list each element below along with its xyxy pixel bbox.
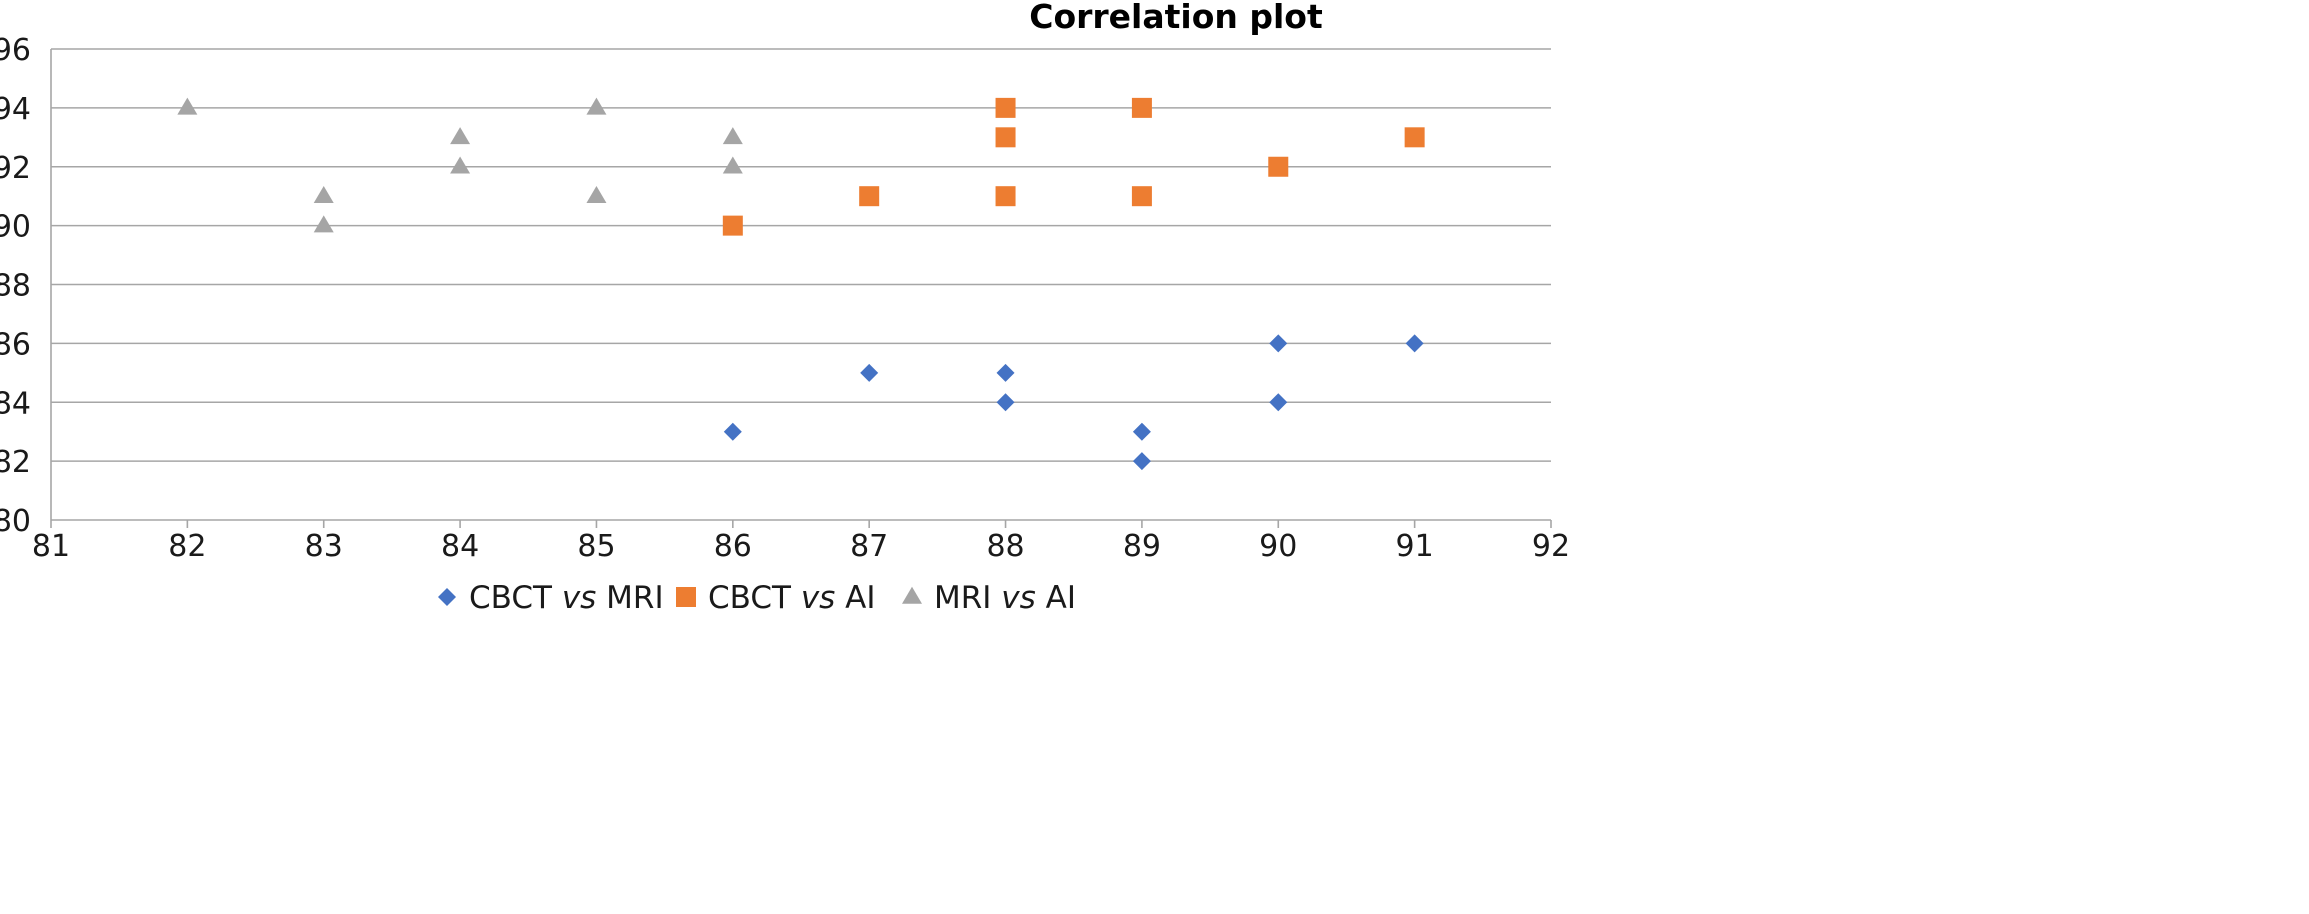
legend-label: MRI vs AI [934,580,1076,616]
triangle-data-point [586,97,607,115]
diamond-data-point [1132,422,1151,441]
diamond-data-point [996,393,1015,412]
triangle-data-point [177,97,198,115]
diamond-data-point [1405,334,1424,353]
triangle-data-point [722,127,743,145]
y-tick-label: 92 [0,151,31,186]
diamond-data-point [996,363,1015,382]
x-tick-label: 91 [1396,529,1434,564]
square-data-point [995,186,1016,207]
square-data-point [1404,127,1425,148]
triangle-data-point [313,185,334,203]
series-1 [722,97,1425,236]
x-tick-label: 88 [986,529,1024,564]
legend-entry: CBCT vs AI [676,580,876,616]
triangle-data-point [450,127,471,145]
x-tick-label: 84 [441,529,479,564]
chart-title: Correlation plot [1029,0,1323,36]
legend-entry: MRI vs AI [902,580,1076,616]
axes [50,49,1552,528]
legend-label-vs: vs [1001,580,1036,616]
y-tick-label: 94 [0,92,31,127]
triangle-data-point [722,156,743,174]
gridlines [51,48,1551,462]
legend-label-part-a: CBCT [469,580,562,616]
square-data-point [1131,97,1152,118]
diamond-data-point [860,363,879,382]
legend-label-part-a: CBCT [708,580,801,616]
legend-label-part-b: AI [835,580,875,616]
y-tick-label: 96 [0,33,31,68]
triangle-data-point [586,185,607,203]
y-tick-label: 90 [0,210,31,245]
x-tick-label: 86 [714,529,752,564]
legend-label-vs: vs [562,580,597,616]
series-2 [177,97,743,233]
legend-label-vs: vs [801,580,836,616]
square-data-point [995,127,1016,148]
legend-label-part-b: AI [1036,580,1076,616]
x-tick-label: 89 [1123,529,1161,564]
x-tick-label: 90 [1259,529,1297,564]
x-tick-label: 87 [850,529,888,564]
y-tick-label: 86 [0,327,31,362]
square-data-point [995,97,1016,118]
x-tick-label: 85 [577,529,615,564]
x-tick-label: 92 [1532,529,1570,564]
legend-entry: CBCT vs MRI [438,580,664,616]
diamond-data-point [1132,452,1151,471]
y-tick-label: 84 [0,386,31,421]
x-tick-label: 82 [168,529,206,564]
legend-diamond-marker [438,588,456,606]
square-data-point [722,215,743,236]
y-tick-label: 80 [0,504,31,539]
triangle-data-point [450,156,471,174]
square-data-point [1268,156,1289,177]
triangle-data-point [313,215,334,233]
legend-label: CBCT vs MRI [469,580,664,616]
series-0 [723,334,1424,471]
y-axis-tick-labels: 80 82 84 86 88 90 92 94 96 [0,33,31,539]
y-tick-label: 82 [0,445,31,480]
diamond-data-point [1269,393,1288,412]
legend-label-part-a: MRI [934,580,1001,616]
square-data-point [859,186,880,207]
legend-square-marker [676,587,696,607]
x-axis-tick-labels: 81 82 83 84 85 86 87 88 89 90 91 92 [32,529,1570,564]
legend-triangle-marker [902,586,922,604]
legend-label: CBCT vs AI [708,580,876,616]
legend: CBCT vs MRI CBCT vs AI MRI vs AI [438,580,1076,616]
y-tick-label: 88 [0,269,31,304]
diamond-data-point [723,422,742,441]
x-tick-label: 83 [305,529,343,564]
x-tick-label: 81 [32,529,70,564]
square-data-point [1131,186,1152,207]
data-points [177,97,1425,471]
legend-label-part-b: MRI [596,580,663,616]
diamond-data-point [1269,334,1288,353]
